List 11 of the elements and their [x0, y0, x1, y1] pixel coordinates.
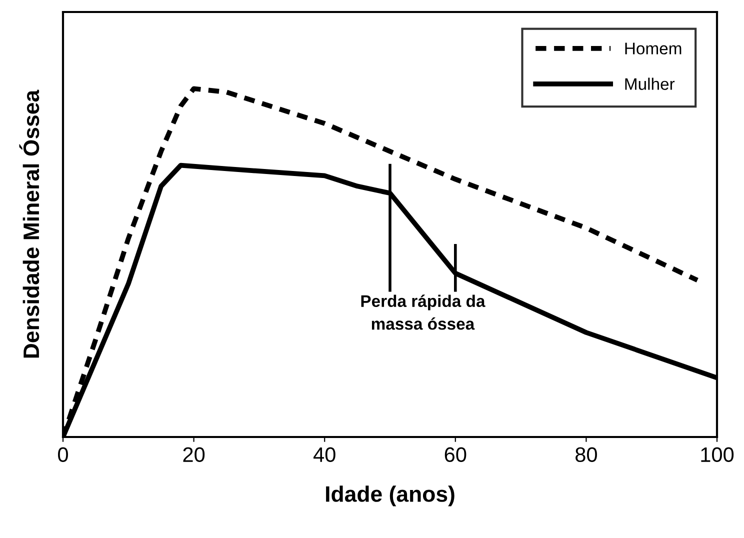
legend-label: Homem	[625, 42, 682, 54]
legend-label: Mulher	[625, 78, 675, 90]
y-axis-title: Densidade Mineral Óssea	[19, 90, 40, 358]
x-tick-label: 20	[183, 447, 205, 462]
x-tick-label: 60	[444, 447, 466, 462]
annotation: Perda rápida da massa óssea	[361, 294, 486, 330]
x-tick-label: 0	[58, 447, 68, 462]
x-tick-label: 100	[701, 447, 734, 462]
x-tick-label: 40	[313, 447, 336, 462]
x-tick-label: 80	[576, 447, 597, 462]
x-axis-title: Idade (anos)	[326, 486, 454, 506]
